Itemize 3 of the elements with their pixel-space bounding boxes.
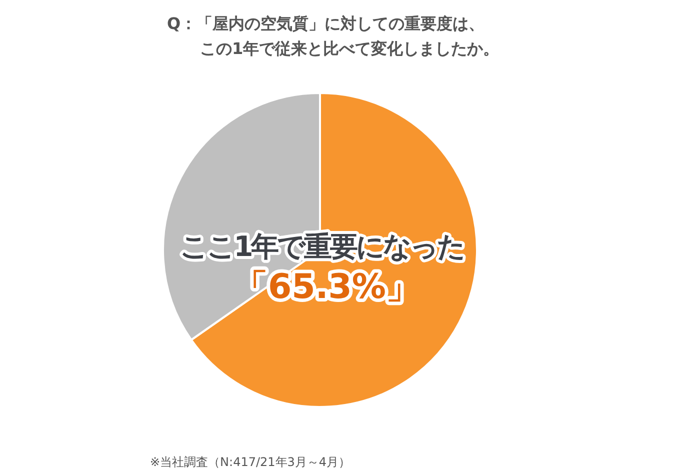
annotation: ※当社調査（N:417/21年3月～4月）	[150, 455, 351, 469]
data-label: 「65.3%」	[234, 267, 420, 307]
title: Q：「屋内の空気質」に対しての重要度は、この1年で従来と比べて変化しましたか。	[167, 14, 500, 58]
